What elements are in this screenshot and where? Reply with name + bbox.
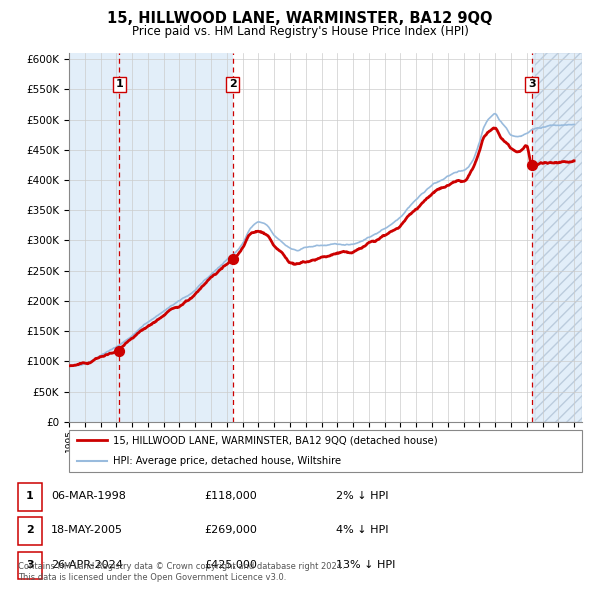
Text: 4% ↓ HPI: 4% ↓ HPI — [336, 526, 389, 535]
Text: 13% ↓ HPI: 13% ↓ HPI — [336, 560, 395, 569]
Text: 18-MAY-2005: 18-MAY-2005 — [51, 526, 123, 535]
Text: 1: 1 — [26, 491, 34, 501]
Text: 15, HILLWOOD LANE, WARMINSTER, BA12 9QQ: 15, HILLWOOD LANE, WARMINSTER, BA12 9QQ — [107, 11, 493, 25]
Text: Contains HM Land Registry data © Crown copyright and database right 2024.
This d: Contains HM Land Registry data © Crown c… — [18, 562, 344, 582]
Bar — [69, 53, 233, 422]
Text: £425,000: £425,000 — [204, 560, 257, 569]
Text: 15, HILLWOOD LANE, WARMINSTER, BA12 9QQ (detached house): 15, HILLWOOD LANE, WARMINSTER, BA12 9QQ … — [113, 435, 437, 445]
Bar — [535, 53, 582, 422]
Point — [228, 254, 238, 264]
Text: 3: 3 — [528, 80, 536, 90]
Text: 2: 2 — [229, 80, 237, 90]
Text: 1: 1 — [115, 80, 123, 90]
Text: Price paid vs. HM Land Registry's House Price Index (HPI): Price paid vs. HM Land Registry's House … — [131, 25, 469, 38]
Text: 2: 2 — [26, 526, 34, 535]
Text: 3: 3 — [26, 560, 34, 569]
Point — [115, 346, 124, 355]
Bar — [532, 53, 582, 422]
Text: 26-APR-2024: 26-APR-2024 — [51, 560, 123, 569]
Text: £269,000: £269,000 — [204, 526, 257, 535]
FancyBboxPatch shape — [69, 430, 582, 472]
Text: £118,000: £118,000 — [204, 491, 257, 501]
Text: 2% ↓ HPI: 2% ↓ HPI — [336, 491, 389, 501]
Point — [527, 160, 536, 170]
Text: 06-MAR-1998: 06-MAR-1998 — [51, 491, 126, 501]
Text: HPI: Average price, detached house, Wiltshire: HPI: Average price, detached house, Wilt… — [113, 457, 341, 466]
